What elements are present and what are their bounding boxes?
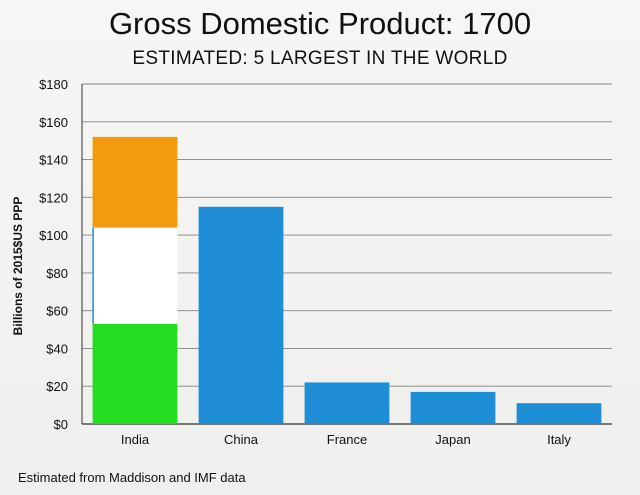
- x-category-label: India: [121, 432, 150, 447]
- y-tick-label: $0: [54, 417, 68, 432]
- bar-india-flag-band: [92, 227, 178, 324]
- x-category-label: China: [224, 432, 259, 447]
- x-category-label: France: [327, 432, 367, 447]
- y-axis-title: Billions of 2015$US PPP: [11, 197, 25, 336]
- chart-title: Gross Domestic Product: 1700: [108, 6, 532, 41]
- source-footnote: Estimated from Maddison and IMF data: [18, 470, 246, 485]
- chart-subtitle: ESTIMATED: 5 LARGEST IN THE WORLD: [132, 48, 508, 69]
- y-tick-label: $140: [39, 153, 68, 168]
- x-category-label: Japan: [435, 432, 470, 447]
- x-category-label: Italy: [547, 432, 571, 447]
- y-tick-label: $100: [39, 228, 68, 243]
- y-tick-label: $40: [46, 341, 68, 356]
- y-tick-label: $20: [46, 379, 68, 394]
- y-tick-label: $60: [46, 304, 68, 319]
- y-tick-label: $180: [39, 77, 68, 92]
- bar-japan: [410, 391, 496, 424]
- bar-india-flag-band: [92, 323, 178, 424]
- bar-france: [304, 382, 390, 424]
- y-tick-label: $120: [39, 190, 68, 205]
- y-tick-label: $160: [39, 115, 68, 130]
- bar-china: [198, 206, 284, 424]
- bar-italy: [516, 403, 602, 424]
- y-tick-label: $80: [46, 266, 68, 281]
- bar-india-flag-band: [92, 136, 178, 228]
